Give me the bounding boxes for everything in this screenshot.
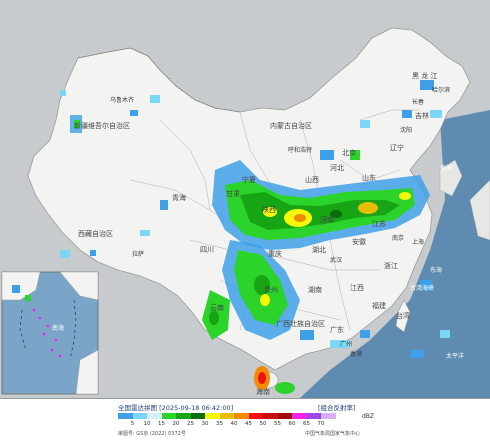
colorbar-tick-label: 55 [274, 421, 281, 427]
colorbar-swatch [306, 413, 321, 419]
colorbar-tick-label: 25 [187, 421, 194, 427]
colorbar-tick-label: 65 [303, 421, 310, 427]
label-donghai: 东海 [430, 266, 442, 274]
label-shanghai: 上海 [412, 238, 424, 246]
label-liaoning: 辽宁 [390, 143, 404, 152]
label-chongqing: 重庆 [268, 249, 282, 258]
pacific-ocean [300, 110, 490, 398]
label-neimenggu: 内蒙古自治区 [270, 121, 312, 130]
label-shenyang: 沈阳 [400, 126, 412, 134]
label-guangzhou: 广州 [340, 340, 352, 348]
label-jiangxi: 江西 [350, 284, 364, 292]
map-approval-number: 审图号: GS京 (2022) 0372号 [118, 431, 186, 437]
radar-map: 黑 龙 江 哈尔滨 长春 吉林 沈阳 辽宁 内蒙古自治区 呼和浩特 北京 河北 … [1, 27, 490, 398]
label-hebei: 河北 [330, 164, 344, 172]
label-heilongjiang: 黑 龙 江 [412, 71, 437, 80]
data-credit: 中国气象局国家气象中心 [305, 431, 361, 437]
colorbar-swatch [190, 413, 205, 419]
label-hunan: 湖南 [308, 285, 322, 294]
label-harbin: 哈尔滨 [432, 86, 450, 94]
label-nanhai: 南海 [52, 324, 64, 332]
label-urumqi: 乌鲁木齐 [110, 96, 134, 104]
colorbar-swatch [277, 413, 292, 419]
label-guangxi: 广西壮族自治区 [276, 319, 325, 328]
colorbar-swatch [321, 413, 336, 419]
label-changchun: 长春 [412, 98, 424, 106]
colorbar-tick-label: 20 [172, 421, 180, 427]
label-nanjing: 南京 [392, 234, 404, 242]
colorbar-swatch [219, 413, 234, 419]
colorbar-tick-label: 45 [245, 421, 252, 427]
label-wuhan: 武汉 [330, 256, 342, 264]
label-guangdong: 广东 [330, 325, 344, 334]
colorbar-swatch [205, 413, 220, 419]
label-gansu: 甘肃 [226, 189, 240, 198]
colorbar-tick-label: 15 [158, 421, 165, 427]
korea-peninsula [439, 159, 463, 197]
legend-title: 全国雷达拼图 [2025-09-18 06:42:00] [118, 404, 234, 412]
label-hainan: 海南 [256, 387, 270, 396]
colorbar-swatch [147, 413, 162, 419]
label-henan: 河南 [320, 215, 334, 224]
colorbar-swatch [132, 413, 147, 419]
colorbar-tick-label: 60 [288, 421, 296, 427]
colorbar-swatch [234, 413, 249, 419]
label-jilin: 吉林 [415, 111, 429, 120]
label-qinghai: 青海 [172, 193, 186, 202]
label-hongkong: 香港 [350, 350, 362, 358]
label-hohhot: 呼和浩特 [288, 146, 312, 154]
colorbar-tick-label: 10 [143, 421, 151, 427]
label-jiangsu: 江苏 [372, 219, 386, 228]
colorbar-tick-label: 40 [230, 421, 238, 427]
label-shaanxi: 陕西 [262, 205, 276, 214]
colorbar-tick-label: 5 [130, 421, 135, 427]
national-border [77, 47, 241, 113]
label-ningxia: 宁夏 [242, 175, 256, 184]
colorbar-swatch [176, 413, 191, 419]
colorbar-swatch [263, 413, 278, 419]
colorbar-tick-label: 30 [201, 421, 209, 427]
south-china-sea-inset [1, 271, 99, 395]
label-zhejiang: 浙江 [384, 261, 398, 270]
label-lhasa: 拉萨 [132, 250, 144, 258]
colorbar-swatch [118, 413, 133, 419]
label-xizang: 西藏自治区 [78, 229, 113, 238]
label-yunnan: 云南 [210, 303, 224, 312]
japan-land [469, 179, 490, 241]
dbz-ticks: 5 10 15 20 25 30 35 40 45 50 55 60 65 70 [118, 421, 378, 429]
colorbar-swatch [292, 413, 307, 419]
label-sichuan: 四川 [200, 246, 214, 254]
label-shanxi: 山西 [305, 175, 319, 184]
label-taiwan-strait: 台湾海峡 [410, 284, 434, 292]
label-shandong: 山东 [362, 173, 376, 182]
legend-product: [组合反射率] [318, 404, 356, 412]
label-beijing: 北京 [342, 148, 356, 157]
colorbar-swatch [248, 413, 263, 419]
colorbar-swatch [161, 413, 176, 419]
colorbar-tick-label: 70 [317, 421, 325, 427]
label-hubei: 湖北 [312, 245, 326, 254]
label-anhui: 安徽 [352, 237, 366, 246]
radar-echoes [60, 80, 450, 394]
colorbar-tick-label: 50 [259, 421, 267, 427]
dbz-colorbar [118, 413, 336, 419]
label-guizhou: 贵州 [264, 285, 278, 294]
taiwan-island [395, 299, 411, 333]
label-taiwan: 台湾 [396, 311, 410, 320]
legend-unit: dBZ [362, 413, 375, 420]
label-huanghai: 黄海 [440, 164, 452, 172]
colorbar-tick-label: 35 [216, 421, 223, 427]
label-xinjiang: 新疆维吾尔自治区 [74, 121, 130, 130]
legend-panel: 全国雷达拼图 [2025-09-18 06:42:00] [组合反射率] 5 10… [0, 398, 490, 440]
label-fujian: 福建 [372, 301, 386, 310]
label-taipingyang: 太平洋 [446, 352, 464, 360]
